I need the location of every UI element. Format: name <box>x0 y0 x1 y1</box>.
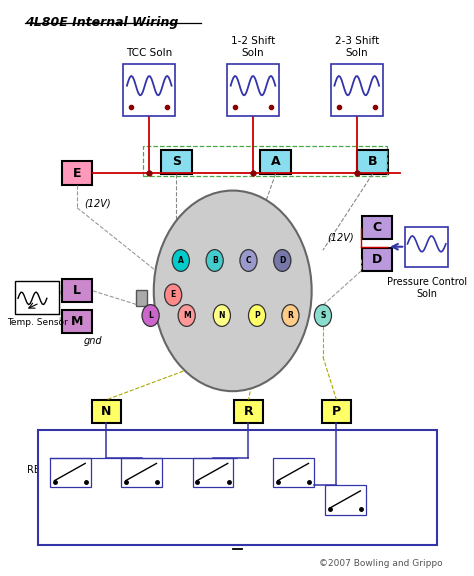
Text: D2: D2 <box>308 492 322 502</box>
Bar <box>62 279 92 302</box>
Text: A: A <box>178 256 184 265</box>
Bar <box>15 281 59 314</box>
Circle shape <box>164 284 182 306</box>
Text: ©2007 Bowling and Grippo: ©2007 Bowling and Grippo <box>319 559 442 568</box>
Text: D4: D4 <box>256 465 270 475</box>
Circle shape <box>248 305 265 327</box>
Text: M: M <box>183 311 191 320</box>
Text: P: P <box>254 311 260 320</box>
Text: Temp. Sensor: Temp. Sensor <box>7 318 68 327</box>
Circle shape <box>172 249 190 271</box>
Circle shape <box>282 305 299 327</box>
Text: D: D <box>279 256 285 265</box>
Text: A: A <box>271 156 281 168</box>
Text: L: L <box>148 311 153 320</box>
Text: 2-3 Shift
Soln: 2-3 Shift Soln <box>335 36 379 58</box>
Text: Pressure Control
Soln: Pressure Control Soln <box>387 277 467 299</box>
Circle shape <box>206 249 223 271</box>
Text: P: P <box>332 405 341 418</box>
Bar <box>357 150 388 174</box>
Bar <box>121 458 162 487</box>
Text: L: L <box>73 285 81 297</box>
Text: (12V): (12V) <box>328 233 354 242</box>
Text: E: E <box>171 290 176 300</box>
Text: S: S <box>172 156 181 168</box>
Text: N: N <box>219 311 225 320</box>
Bar <box>92 400 120 423</box>
Bar <box>144 146 387 176</box>
Bar <box>123 65 175 116</box>
Bar <box>227 65 279 116</box>
Text: TCC Soln: TCC Soln <box>126 48 173 58</box>
Circle shape <box>240 249 257 271</box>
Bar <box>136 290 147 306</box>
Circle shape <box>314 305 331 327</box>
Bar <box>161 150 191 174</box>
Text: 1-2 Shift
Soln: 1-2 Shift Soln <box>231 36 275 58</box>
Text: gnd: gnd <box>84 336 102 346</box>
Text: 4L80E Internal Wiring: 4L80E Internal Wiring <box>25 16 179 29</box>
Text: R: R <box>288 311 293 320</box>
Circle shape <box>142 305 159 327</box>
Bar <box>362 248 392 271</box>
Bar <box>405 227 448 267</box>
Text: REV: REV <box>27 465 47 475</box>
Text: E: E <box>73 167 82 180</box>
Bar <box>62 310 92 333</box>
Circle shape <box>154 191 311 391</box>
Text: C: C <box>373 221 382 234</box>
Text: B: B <box>212 256 218 265</box>
Text: N: N <box>101 405 111 418</box>
Bar <box>322 400 351 423</box>
Circle shape <box>178 305 195 327</box>
Circle shape <box>213 305 230 327</box>
Bar <box>192 458 233 487</box>
Bar <box>331 65 383 116</box>
Text: Pressure Switch Manifold: Pressure Switch Manifold <box>167 528 307 537</box>
Text: R: R <box>244 405 253 418</box>
Bar <box>273 458 314 487</box>
Bar <box>38 430 437 545</box>
Text: C: C <box>246 256 251 265</box>
Bar <box>362 217 392 239</box>
Text: D: D <box>372 253 382 266</box>
Bar <box>234 400 263 423</box>
Text: LO: LO <box>105 465 118 475</box>
Bar <box>260 150 291 174</box>
Bar <box>50 458 91 487</box>
Circle shape <box>274 249 291 271</box>
Text: S: S <box>320 311 326 320</box>
Text: M: M <box>71 314 83 328</box>
Text: D3: D3 <box>176 465 190 475</box>
Bar <box>325 485 366 515</box>
Text: (12V): (12V) <box>85 199 111 209</box>
Text: B: B <box>368 156 377 168</box>
Bar <box>62 161 92 185</box>
